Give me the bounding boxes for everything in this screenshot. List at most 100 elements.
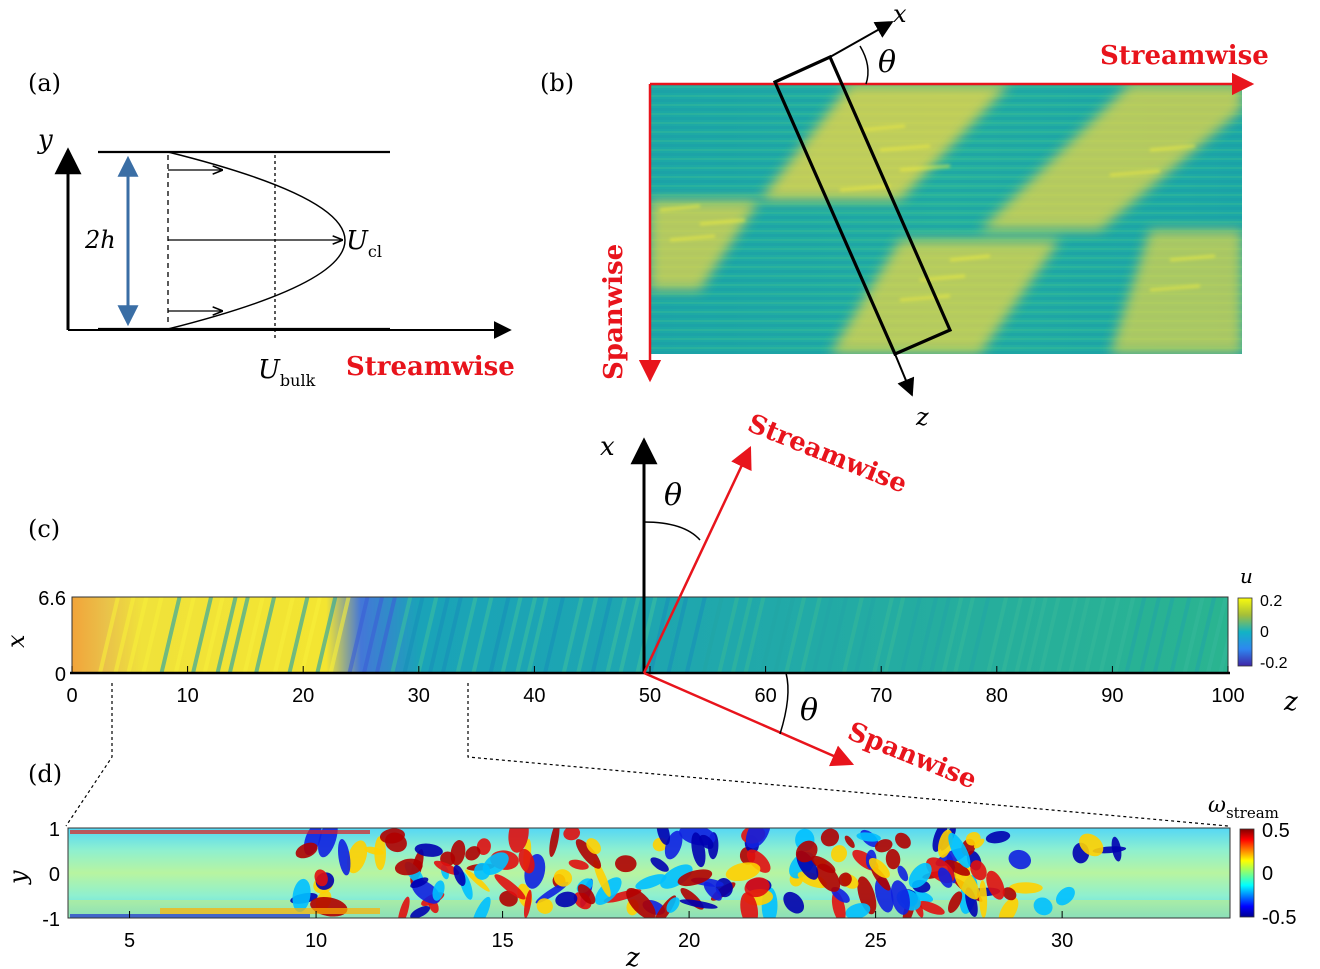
- panel-d-vortex: [811, 855, 836, 874]
- panel-d-vortex: [535, 881, 569, 904]
- panel-c-streak: [515, 597, 538, 673]
- panel-d-vortex: [615, 855, 637, 873]
- panel-c-z-tick-label: 20: [292, 685, 314, 707]
- zoom-guide-left: [65, 683, 113, 827]
- panel-c-streak: [648, 597, 671, 673]
- panel-c-streak: [1139, 597, 1162, 673]
- panel-c-z-tick-label: 50: [639, 685, 661, 707]
- panel-d-vortex: [1008, 882, 1043, 894]
- panel-d-vortex: [465, 846, 481, 861]
- panel-c-streak: [471, 597, 494, 673]
- panel-c-streamwise-label: Streamwise: [743, 409, 911, 500]
- panel-d-wall-streak: [70, 914, 310, 918]
- panel-d-vortex: [553, 869, 573, 887]
- panel-b-spanwise-label: Spanwise: [599, 244, 629, 380]
- panel-c-streak: [98, 597, 120, 673]
- panel-d-vortex: [577, 884, 596, 905]
- panel-c-x-axis-title: x: [600, 432, 615, 462]
- panel-d-vortex: [394, 858, 423, 876]
- panel-d-z-tick-label: 15: [491, 930, 513, 952]
- panel-c-z-tick-label: 10: [176, 685, 198, 707]
- panel-c-streak: [635, 597, 658, 673]
- panel-d-vortex: [890, 880, 910, 915]
- panel-d-vortex: [1008, 849, 1032, 870]
- panel-c-streak: [826, 597, 849, 673]
- panel-a-label: (a): [28, 69, 61, 97]
- panel-c-streak: [159, 597, 182, 673]
- panel-c-angle-arc-bottom: [779, 672, 789, 735]
- panel-d-vortex: [536, 898, 553, 914]
- panel-d-vortex: [337, 839, 351, 876]
- panel-c-z-tick-label: 70: [870, 685, 892, 707]
- panel-c-streak: [315, 597, 338, 673]
- panel-b-x-axis: [829, 21, 894, 58]
- panel-d-vortex: [295, 842, 318, 859]
- panel-d-vortex: [845, 903, 871, 918]
- panel-d-vortex: [986, 870, 1005, 900]
- panel-d-vortex: [626, 887, 656, 918]
- panel-c-streak: [1068, 597, 1091, 673]
- panel-d-z-label: z: [625, 943, 640, 969]
- panel-d-vortex: [783, 891, 805, 914]
- panel-b-label: (b): [540, 69, 574, 97]
- panel-c-streak: [561, 597, 584, 673]
- panel-c-streak: [929, 597, 952, 673]
- panel-d-vortex: [885, 848, 901, 870]
- panel-c-streak: [773, 597, 796, 673]
- panel-c-streak: [362, 597, 384, 673]
- panel-c-z-label: z: [1283, 687, 1298, 717]
- panel-d-vortex: [314, 869, 328, 887]
- panel-d-vortex: [948, 832, 971, 869]
- panel-c-spanwise-label: Spanwise: [843, 717, 980, 796]
- panel-b-field: [650, 84, 1242, 354]
- panel-c-streak: [242, 597, 265, 673]
- panel-c-streak: [900, 597, 922, 673]
- panel-d-vortex: [397, 896, 410, 918]
- panel-c-streak: [684, 597, 707, 673]
- panel-c-x-tick-0: 0: [55, 664, 66, 686]
- panel-c-field: [72, 597, 1228, 673]
- panel-c-streak: [730, 597, 753, 673]
- panel-d-wall-streak: [160, 908, 380, 914]
- panel-d-y-tick-1: 0: [49, 864, 60, 886]
- panel-d-vortex: [691, 832, 706, 868]
- panel-c-streak: [526, 597, 549, 673]
- panel-d-vortex: [703, 882, 722, 901]
- panel-d-vortex: [677, 869, 713, 887]
- panel-c-streamwise-arrow: [642, 445, 752, 674]
- centerline-velocity-label: Ucl: [346, 226, 382, 261]
- panel-c-colorbar-tick-1: 0: [1260, 624, 1269, 641]
- panel-c-streak: [811, 597, 834, 673]
- panel-c-streak: [202, 597, 225, 673]
- panel-c-colorbar-title: u: [1240, 564, 1253, 588]
- panel-d-y-tick-0: 1: [49, 819, 60, 841]
- panel-d-vortex: [549, 828, 560, 858]
- panel-d-vortex: [856, 832, 881, 842]
- panel-d-vortex: [746, 849, 771, 873]
- panel-c-z-tick-label: 80: [986, 685, 1008, 707]
- panel-d-vortex: [494, 874, 526, 900]
- panel-d: (d) y 1 0 -1 5 10 15 20 25 30 z ωstream 0.5 0…: [4, 760, 1296, 969]
- panel-c-streak: [1056, 597, 1078, 673]
- panel-d-z-tick-label: 30: [1051, 930, 1073, 952]
- panel-d-colorbar-title: ωstream: [1208, 793, 1279, 822]
- panel-c-colorbar: [1237, 597, 1253, 667]
- panel-c-streak: [328, 597, 351, 673]
- panel-d-vortex: [432, 880, 445, 901]
- panel-c-streak: [1169, 597, 1192, 673]
- panel-c-streak: [576, 597, 599, 673]
- panel-d-z-ticks: 5 10 15 20 25 30: [124, 911, 1073, 952]
- panel-c-streak: [428, 597, 450, 673]
- panel-c-streak: [842, 597, 864, 673]
- panel-c-streak: [784, 597, 807, 673]
- panel-c-streak: [605, 597, 628, 673]
- panel-d-label: (d): [28, 760, 62, 788]
- panel-c-streak: [1205, 597, 1228, 673]
- panel-d-wall-streak: [70, 830, 370, 834]
- panel-d-vortex: [998, 897, 1019, 918]
- panel-c-streak: [701, 597, 724, 673]
- panel-c-streak: [126, 597, 149, 673]
- panel-c-z-tick-label: 60: [754, 685, 776, 707]
- panel-c-streak: [666, 597, 689, 673]
- panel-b: (b) Streamwise Spanwise x z: [540, 0, 1269, 431]
